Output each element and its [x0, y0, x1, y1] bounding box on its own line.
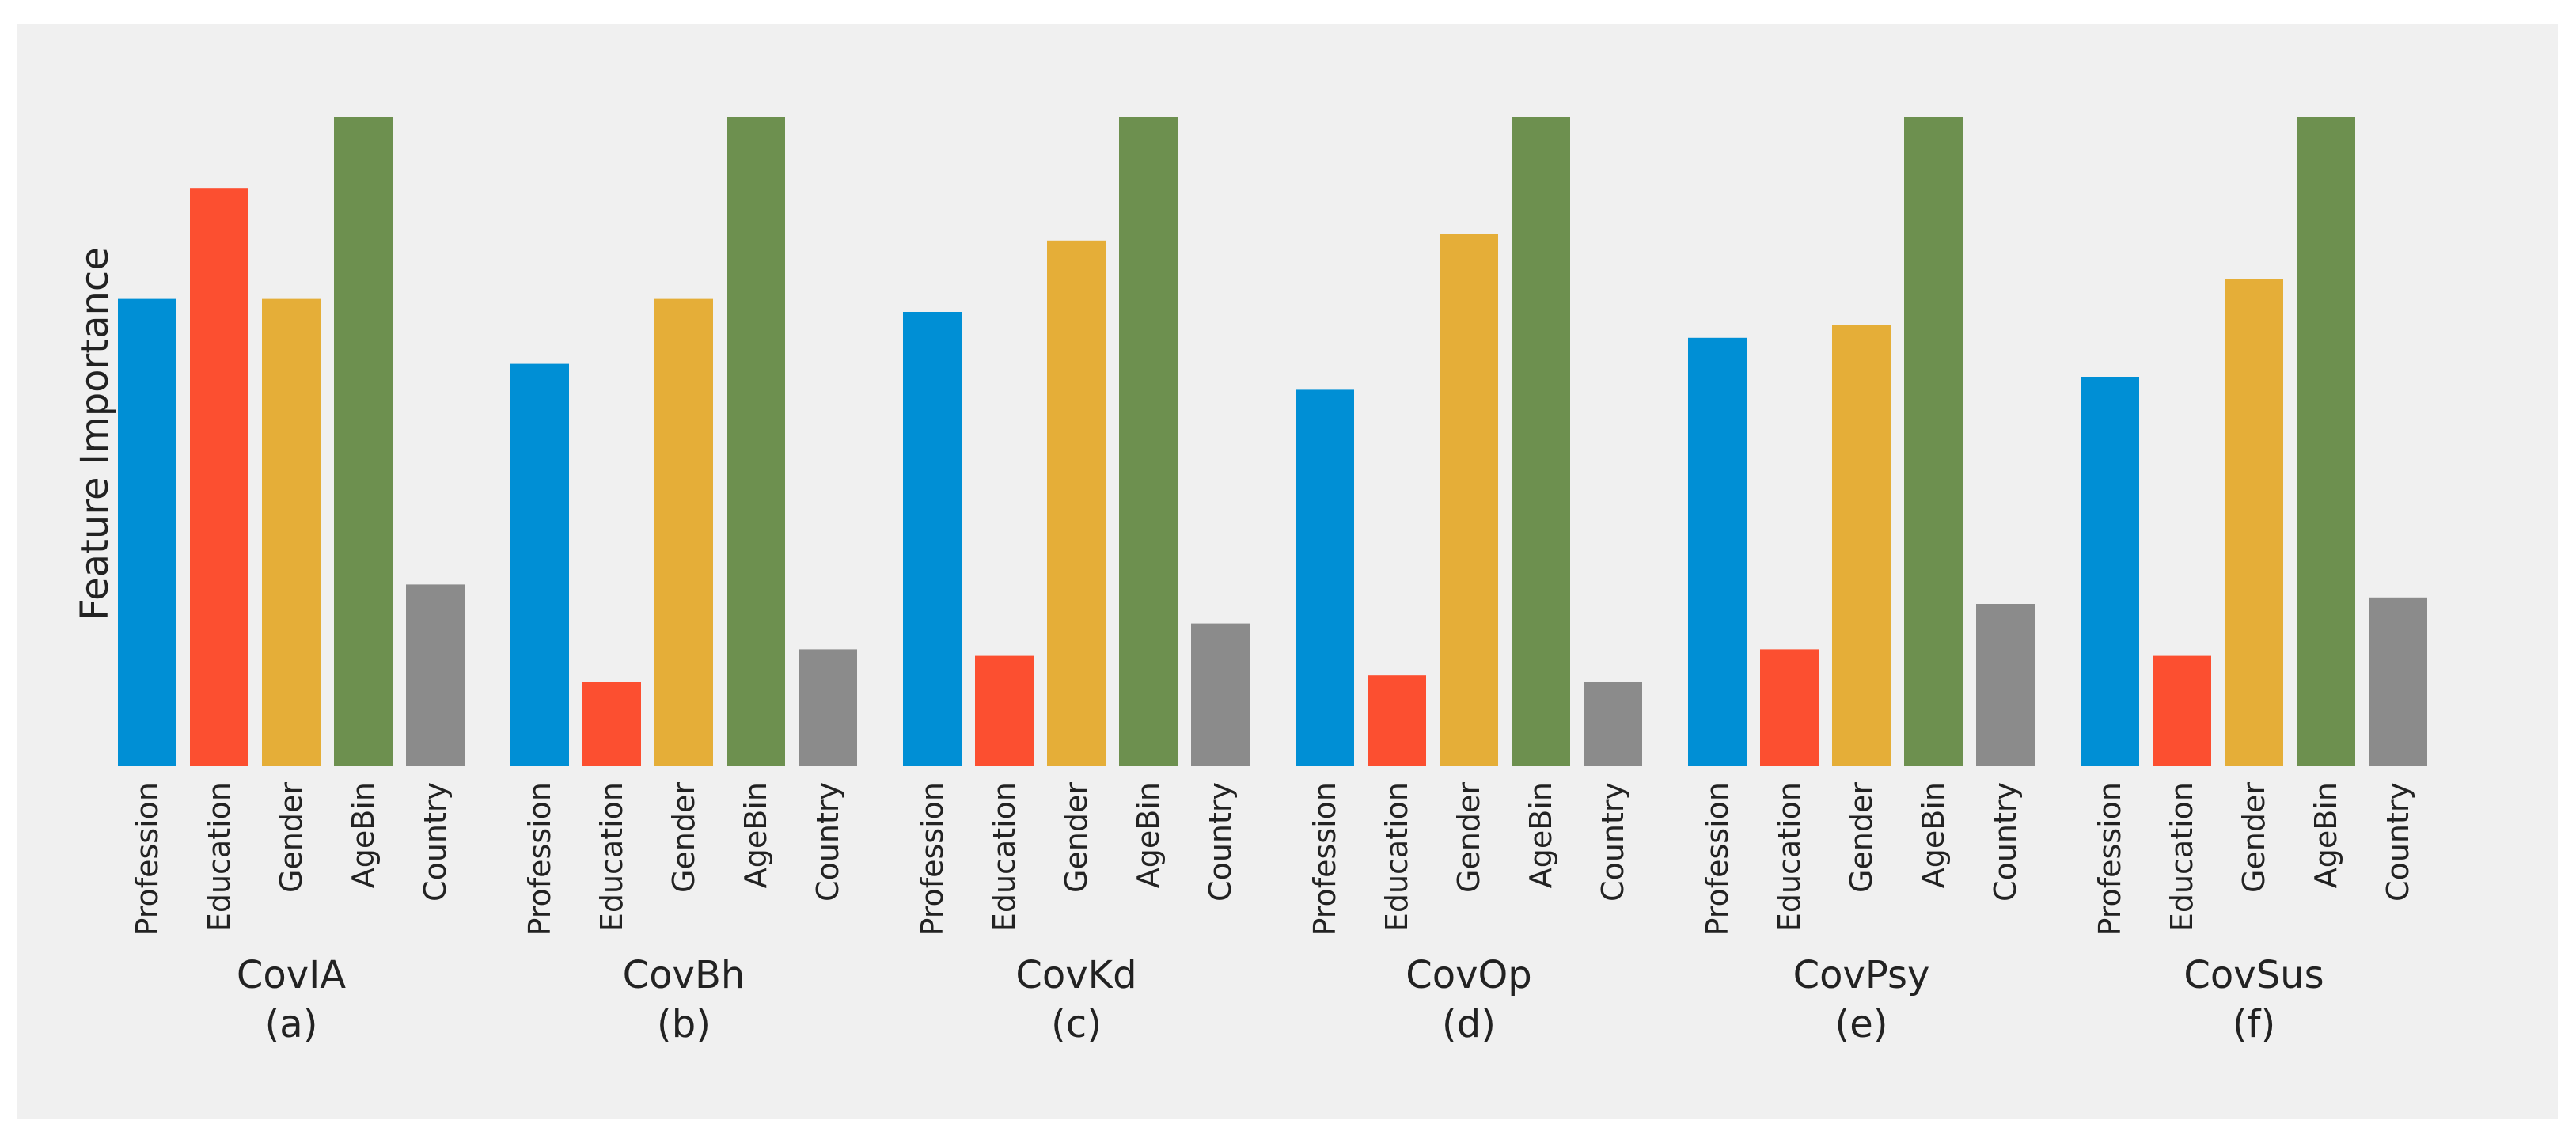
panel-subtitle: (b) [657, 1002, 711, 1046]
tick-label-gender: Gender [2236, 782, 2271, 893]
bar-covop-gender [1440, 234, 1498, 767]
tick-label-country: Country [1988, 782, 2023, 902]
tick-label-gender: Gender [666, 782, 701, 893]
tick-label-gender: Gender [1059, 782, 1094, 893]
tick-label-profession: Profession [915, 782, 950, 936]
bar-covpsy-gender [1832, 325, 1891, 766]
panel-subtitle: (a) [265, 1002, 318, 1046]
bar-covsus-profession [2081, 377, 2139, 766]
bar-covop-education [1368, 675, 1426, 766]
bar-covpsy-education [1760, 649, 1819, 766]
panel-subtitle: (e) [1835, 1002, 1888, 1046]
tick-label-country: Country [1595, 782, 1630, 902]
bar-covpsy-country [1976, 604, 2035, 766]
bar-covsus-agebin [2297, 117, 2355, 766]
panel-subtitle: (d) [1442, 1002, 1496, 1046]
panel-covpsy: Profession Education Gender AgeBin Country Co… [1688, 117, 2035, 1046]
tick-label-profession: Profession [1700, 782, 1735, 936]
tick-label-profession: Profession [1307, 782, 1342, 936]
tick-label-education: Education [1379, 782, 1414, 932]
y-axis-label: Feature Importance [73, 247, 117, 621]
bar-covkd-education [975, 655, 1034, 766]
tick-label-agebin: AgeBin [1916, 782, 1951, 888]
tick-label-profession: Profession [130, 782, 165, 936]
tick-label-agebin: AgeBin [346, 782, 381, 888]
tick-label-country: Country [2381, 782, 2415, 902]
bar-covia-gender [262, 298, 321, 767]
panels: Profession Education Gender AgeBin Country Co… [118, 117, 2427, 1046]
tick-label-education: Education [202, 782, 237, 932]
bar-covpsy-agebin [1904, 117, 1963, 766]
bar-covbh-education [582, 682, 641, 766]
tick-label-agebin: AgeBin [2309, 782, 2343, 888]
panel-subtitle: (c) [1051, 1002, 1102, 1046]
bar-covsus-gender [2225, 279, 2283, 766]
bar-covia-country [406, 584, 465, 766]
panel-title: CovPsy [1793, 953, 1930, 997]
tick-label-agebin: AgeBin [1523, 782, 1558, 888]
bar-covia-profession [118, 298, 176, 767]
bar-covsus-country [2369, 597, 2427, 766]
panel-covop: Profession Education Gender AgeBin Country Co… [1296, 117, 1642, 1046]
panel-covia: Profession Education Gender AgeBin Country Co… [118, 117, 465, 1046]
tick-label-education: Education [2164, 782, 2199, 932]
bar-covbh-gender [654, 298, 713, 767]
panel-title: CovKd [1015, 953, 1136, 997]
bar-covkd-country [1191, 623, 1250, 766]
panel-title: CovIA [237, 953, 346, 997]
bar-chart: Feature Importance Profession Education Ge… [73, 117, 2427, 1046]
bar-covbh-profession [510, 363, 569, 766]
bar-covop-agebin [1512, 117, 1570, 766]
bar-covbh-country [799, 649, 857, 766]
tick-label-gender: Gender [274, 782, 309, 893]
tick-label-country: Country [1203, 782, 1238, 902]
tick-label-agebin: AgeBin [1131, 782, 1166, 888]
figure-background: Feature Importance Profession Education Ge… [17, 24, 2558, 1119]
panel-subtitle: (f) [2233, 1002, 2275, 1046]
tick-label-profession: Profession [522, 782, 557, 936]
bar-covkd-agebin [1119, 117, 1178, 766]
bar-covia-agebin [334, 117, 393, 766]
tick-label-country: Country [810, 782, 845, 902]
tick-label-agebin: AgeBin [738, 782, 773, 888]
panel-covsus: Profession Education Gender AgeBin Country Co… [2081, 117, 2427, 1046]
bar-covsus-education [2153, 655, 2211, 766]
bar-covpsy-profession [1688, 337, 1747, 766]
panel-title: CovBh [623, 953, 745, 997]
panel-covbh: Profession Education Gender AgeBin Country Co… [510, 117, 857, 1046]
tick-label-profession: Profession [2092, 782, 2127, 936]
bar-covop-profession [1296, 389, 1354, 766]
bar-covbh-agebin [727, 117, 785, 766]
panel-title: CovOp [1406, 953, 1532, 997]
tick-label-gender: Gender [1451, 782, 1486, 893]
panel-title: CovSus [2183, 953, 2324, 997]
bar-covop-country [1584, 682, 1642, 766]
tick-label-education: Education [594, 782, 629, 932]
tick-label-country: Country [418, 782, 453, 902]
panel-covkd: Profession Education Gender AgeBin Country Co… [903, 117, 1250, 1046]
bar-covia-education [190, 188, 248, 766]
tick-label-education: Education [1772, 782, 1807, 932]
tick-label-gender: Gender [1844, 782, 1879, 893]
bar-covkd-profession [903, 312, 962, 766]
bar-covkd-gender [1047, 240, 1106, 766]
tick-label-education: Education [987, 782, 1022, 932]
